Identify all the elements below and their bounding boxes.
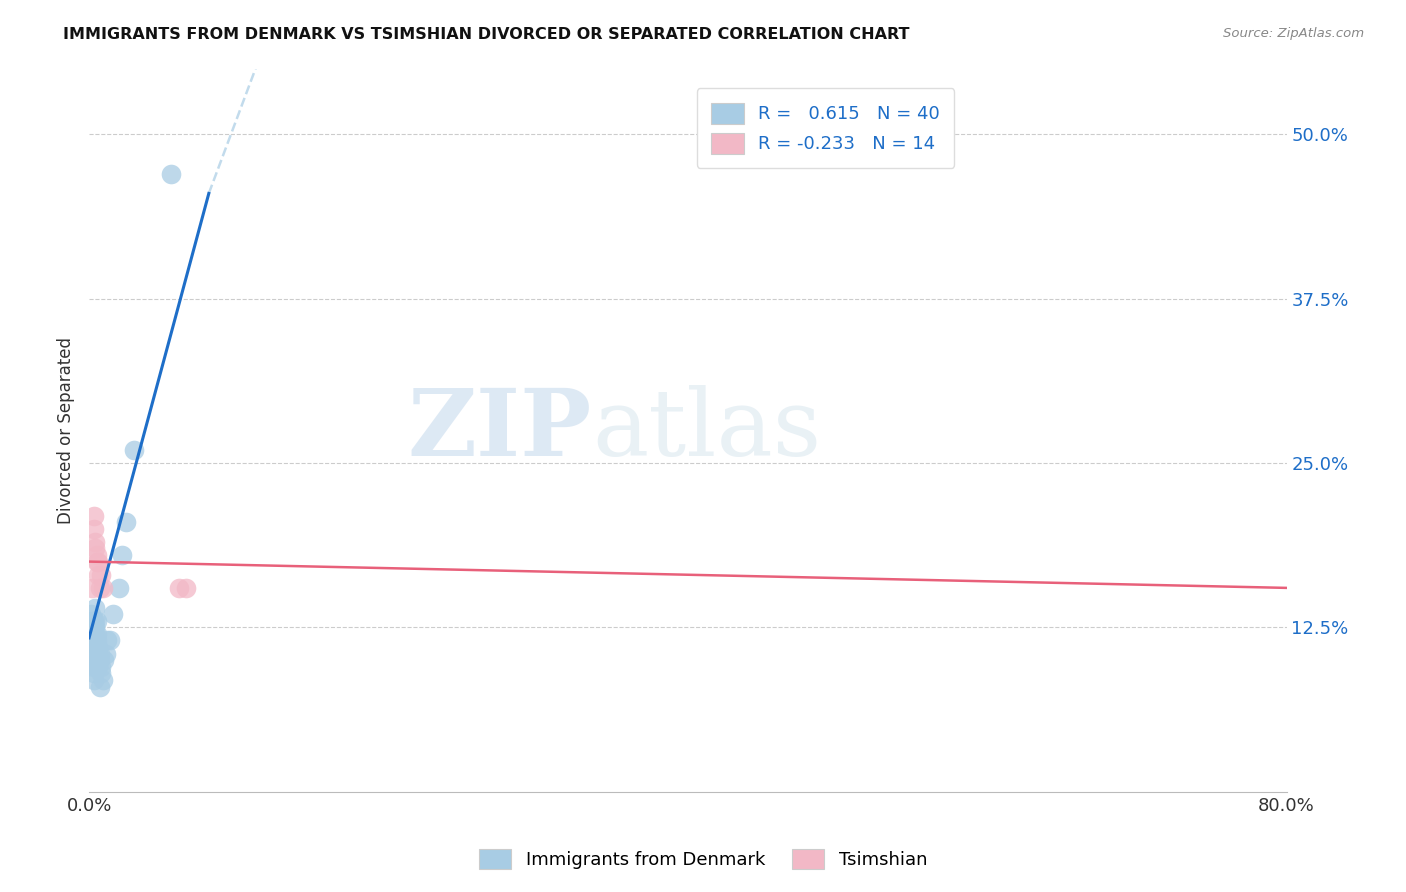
Point — [86, 555, 108, 569]
Point — [84, 534, 107, 549]
Point — [86, 647, 108, 661]
Point — [90, 567, 112, 582]
Text: Source: ZipAtlas.com: Source: ZipAtlas.com — [1223, 27, 1364, 40]
Point — [86, 627, 108, 641]
Point — [93, 653, 115, 667]
Point — [94, 647, 117, 661]
Point — [84, 640, 107, 654]
Point — [84, 627, 107, 641]
Point — [87, 555, 110, 569]
Point — [98, 633, 121, 648]
Point — [83, 522, 105, 536]
Point — [83, 660, 105, 674]
Point — [83, 666, 105, 681]
Point — [79, 607, 101, 622]
Point — [89, 647, 111, 661]
Point — [83, 620, 105, 634]
Point — [160, 167, 183, 181]
Point — [84, 541, 107, 556]
Text: IMMIGRANTS FROM DENMARK VS TSIMSHIAN DIVORCED OR SEPARATED CORRELATION CHART: IMMIGRANTS FROM DENMARK VS TSIMSHIAN DIV… — [63, 27, 910, 42]
Point — [87, 640, 110, 654]
Point — [87, 653, 110, 667]
Point — [101, 607, 124, 622]
Point — [90, 666, 112, 681]
Point — [80, 627, 103, 641]
Point — [87, 647, 110, 661]
Point — [84, 614, 107, 628]
Point — [83, 673, 105, 687]
Point — [87, 567, 110, 582]
Point — [83, 614, 105, 628]
Y-axis label: Divorced or Separated: Divorced or Separated — [58, 336, 75, 524]
Point — [176, 581, 198, 595]
Point — [86, 548, 108, 562]
Point — [89, 680, 111, 694]
Point — [87, 660, 110, 674]
Point — [167, 581, 190, 595]
Point — [91, 673, 114, 687]
Point — [84, 620, 107, 634]
Point — [86, 614, 108, 628]
Point — [111, 548, 134, 562]
Legend: R =   0.615   N = 40, R = -0.233   N = 14: R = 0.615 N = 40, R = -0.233 N = 14 — [696, 88, 955, 168]
Point — [91, 581, 114, 595]
Legend: Immigrants from Denmark, Tsimshian: Immigrants from Denmark, Tsimshian — [470, 839, 936, 879]
Point — [89, 581, 111, 595]
Text: atlas: atlas — [592, 385, 821, 475]
Point — [86, 633, 108, 648]
Text: ZIP: ZIP — [408, 385, 592, 475]
Point — [83, 508, 105, 523]
Point — [80, 581, 103, 595]
Point — [84, 600, 107, 615]
Point — [86, 653, 108, 667]
Point — [108, 581, 131, 595]
Point — [89, 653, 111, 667]
Point — [115, 515, 138, 529]
Point — [86, 660, 108, 674]
Point — [96, 633, 118, 648]
Point — [86, 640, 108, 654]
Point — [122, 442, 145, 457]
Point — [80, 614, 103, 628]
Point — [90, 660, 112, 674]
